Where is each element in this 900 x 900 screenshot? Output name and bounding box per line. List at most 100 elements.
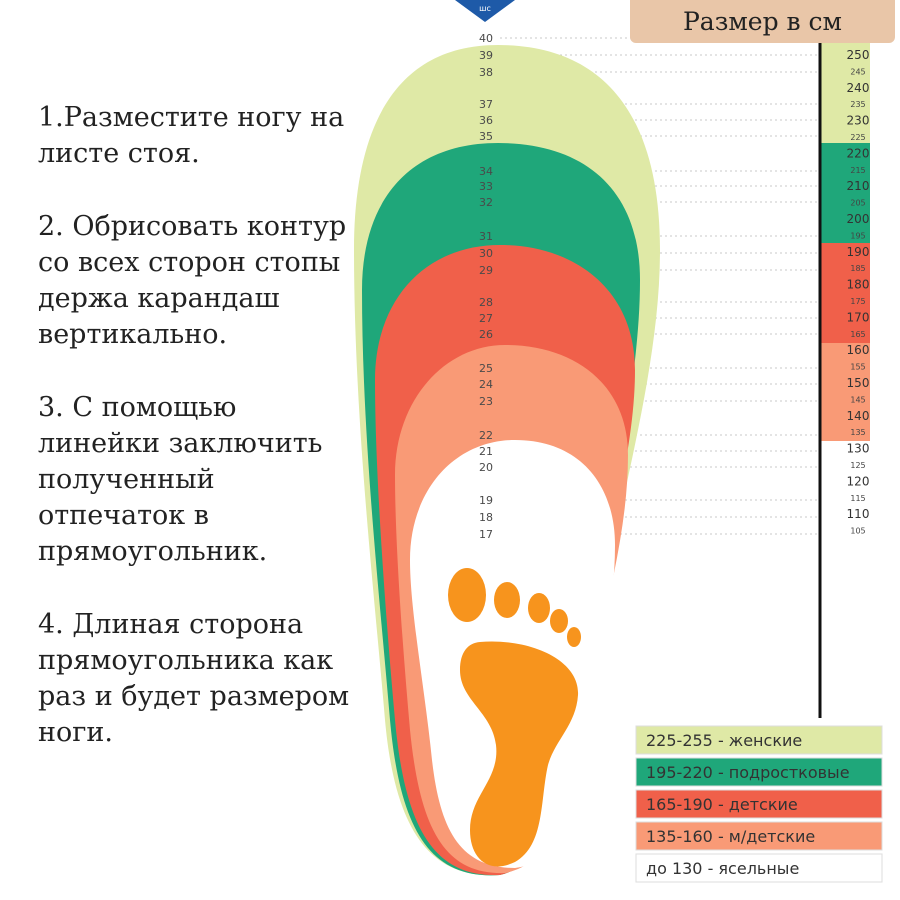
toe-2 <box>494 582 520 618</box>
cm-label: 125 <box>850 461 865 470</box>
cm-label: 170 <box>847 310 870 324</box>
toe-3 <box>528 593 550 623</box>
shoe-size-label: 21 <box>479 445 493 458</box>
shoe-size-label: 18 <box>479 511 493 524</box>
instruction-step: 3. С помощью линейки заключить полученный о… <box>38 390 358 570</box>
size-header-title: Размер в см <box>682 7 843 36</box>
instruction-line: ноги. <box>38 717 113 748</box>
shoe-size-label: 25 <box>479 362 493 375</box>
shoe-size-label: 27 <box>479 312 493 325</box>
cm-label: 105 <box>850 527 865 536</box>
shoe-size-label: 34 <box>479 165 493 178</box>
instruction-line: отпечаток в <box>38 500 209 531</box>
toe-4 <box>550 609 568 633</box>
shoe-size-label: 28 <box>479 296 493 309</box>
shoe-size-label: 29 <box>479 264 493 277</box>
brand-logo <box>455 0 515 22</box>
cm-label: 190 <box>847 245 870 259</box>
ruler-band-teen <box>820 143 870 243</box>
cm-label: 155 <box>850 363 865 372</box>
cm-label: 150 <box>847 376 870 390</box>
legend-label: 165-190 - детские <box>646 795 798 814</box>
cm-label: 165 <box>850 330 865 339</box>
footprint-icon <box>448 568 581 867</box>
instruction-step: 2. Обрисовать контур со всех сторон стопы… <box>38 209 358 353</box>
legend-swatch <box>635 757 883 787</box>
legend-swatch <box>635 821 883 851</box>
instruction-line: полученный <box>38 464 215 495</box>
cm-label: 135 <box>850 428 865 437</box>
legend-swatch <box>635 853 883 883</box>
shoe-size-label: 19 <box>479 494 493 507</box>
legend-swatch <box>635 789 883 819</box>
legend-label: до 130 - ясельные <box>646 859 799 878</box>
guide-lines <box>500 37 818 535</box>
legend-swatch <box>635 725 883 755</box>
instruction-line: со всех сторон стопы <box>38 247 341 278</box>
shoe-size-label: 17 <box>479 528 493 541</box>
cm-label: 210 <box>847 179 870 193</box>
shoe-size-label: 30 <box>479 247 493 260</box>
cm-label: 250 <box>847 48 870 62</box>
shoe-size-label: 40 <box>479 32 493 45</box>
instruction-line: 3. С помощью <box>38 392 237 423</box>
instruction-step: 4. Длиная сторона прямоугольника как раз и… <box>38 607 358 751</box>
instruction-line: держа карандаш <box>38 283 280 314</box>
instruction-step: 1.Разместите ногу на листе стоя. <box>38 100 358 172</box>
ruler-band-kids <box>820 243 870 343</box>
instruction-line: линейки заключить <box>38 428 323 459</box>
shoe-size-label: 23 <box>479 395 493 408</box>
instruction-line: листе стоя. <box>38 138 200 169</box>
cm-scale-labels: 250 245 240 235 230 225 220 215 210 205 200 195 190 1… <box>847 48 870 536</box>
brand-logo-text: шс <box>479 4 491 13</box>
cm-label: 225 <box>850 133 865 142</box>
instruction-line: прямоугольник. <box>38 536 268 567</box>
instructions: 1.Разместите ногу на листе стоя. 2. Обрисо… <box>38 100 358 788</box>
cm-label: 235 <box>850 100 865 109</box>
shoe-size-scale: 40 39 38 37 36 35 34 33 32 31 30 29 28 27 26 25 24 23 22 21… <box>479 32 493 541</box>
ruler-band-women <box>820 43 870 143</box>
cm-label: 140 <box>847 409 870 423</box>
cm-label: 200 <box>847 212 870 226</box>
cm-label: 160 <box>847 343 870 357</box>
shoe-size-label: 31 <box>479 230 493 243</box>
shoe-size-label: 35 <box>479 130 493 143</box>
cm-label: 145 <box>850 395 865 404</box>
shoe-size-label: 33 <box>479 180 493 193</box>
cm-label: 130 <box>847 442 870 456</box>
instruction-line: прямоугольника как <box>38 645 334 676</box>
instruction-line: 4. Длиная сторона <box>38 609 304 640</box>
legend-label: 195-220 - подростковые <box>646 763 850 782</box>
cm-label: 215 <box>850 166 865 175</box>
cm-label: 240 <box>847 81 870 95</box>
shoe-size-label: 32 <box>479 196 493 209</box>
cm-label: 245 <box>850 67 865 76</box>
legend-label: 135-160 - м/детские <box>646 827 815 846</box>
cm-label: 185 <box>850 264 865 273</box>
cm-label: 180 <box>847 278 870 292</box>
toe-big <box>448 568 486 622</box>
sole <box>460 641 579 867</box>
size-header-badge: Размер в см <box>630 0 895 43</box>
legend-label: 225-255 - женские <box>646 731 802 750</box>
legend: 225-255 - женские 195-220 - подростковые 1… <box>635 725 883 883</box>
instruction-line: 1.Разместите ногу на <box>38 102 345 133</box>
instruction-line: 2. Обрисовать контур <box>38 211 347 242</box>
cm-label: 205 <box>850 199 865 208</box>
shoe-size-label: 20 <box>479 461 493 474</box>
cm-ruler: 250 245 240 235 230 225 220 215 210 205 200 195 190 1… <box>818 43 870 718</box>
instruction-line: раз и будет размером <box>38 681 350 712</box>
cm-label: 115 <box>850 494 865 503</box>
shoe-size-label: 36 <box>479 114 493 127</box>
shoe-size-label: 26 <box>479 328 493 341</box>
toe-5 <box>567 627 581 647</box>
shoe-size-label: 24 <box>479 378 493 391</box>
shoe-size-label: 22 <box>479 429 493 442</box>
instruction-line: вертикально. <box>38 319 228 350</box>
cm-label: 110 <box>847 507 870 521</box>
ruler-band-small-kids <box>820 343 870 441</box>
cm-label: 195 <box>850 231 865 240</box>
cm-label: 120 <box>847 474 870 488</box>
shoe-size-label: 38 <box>479 66 493 79</box>
